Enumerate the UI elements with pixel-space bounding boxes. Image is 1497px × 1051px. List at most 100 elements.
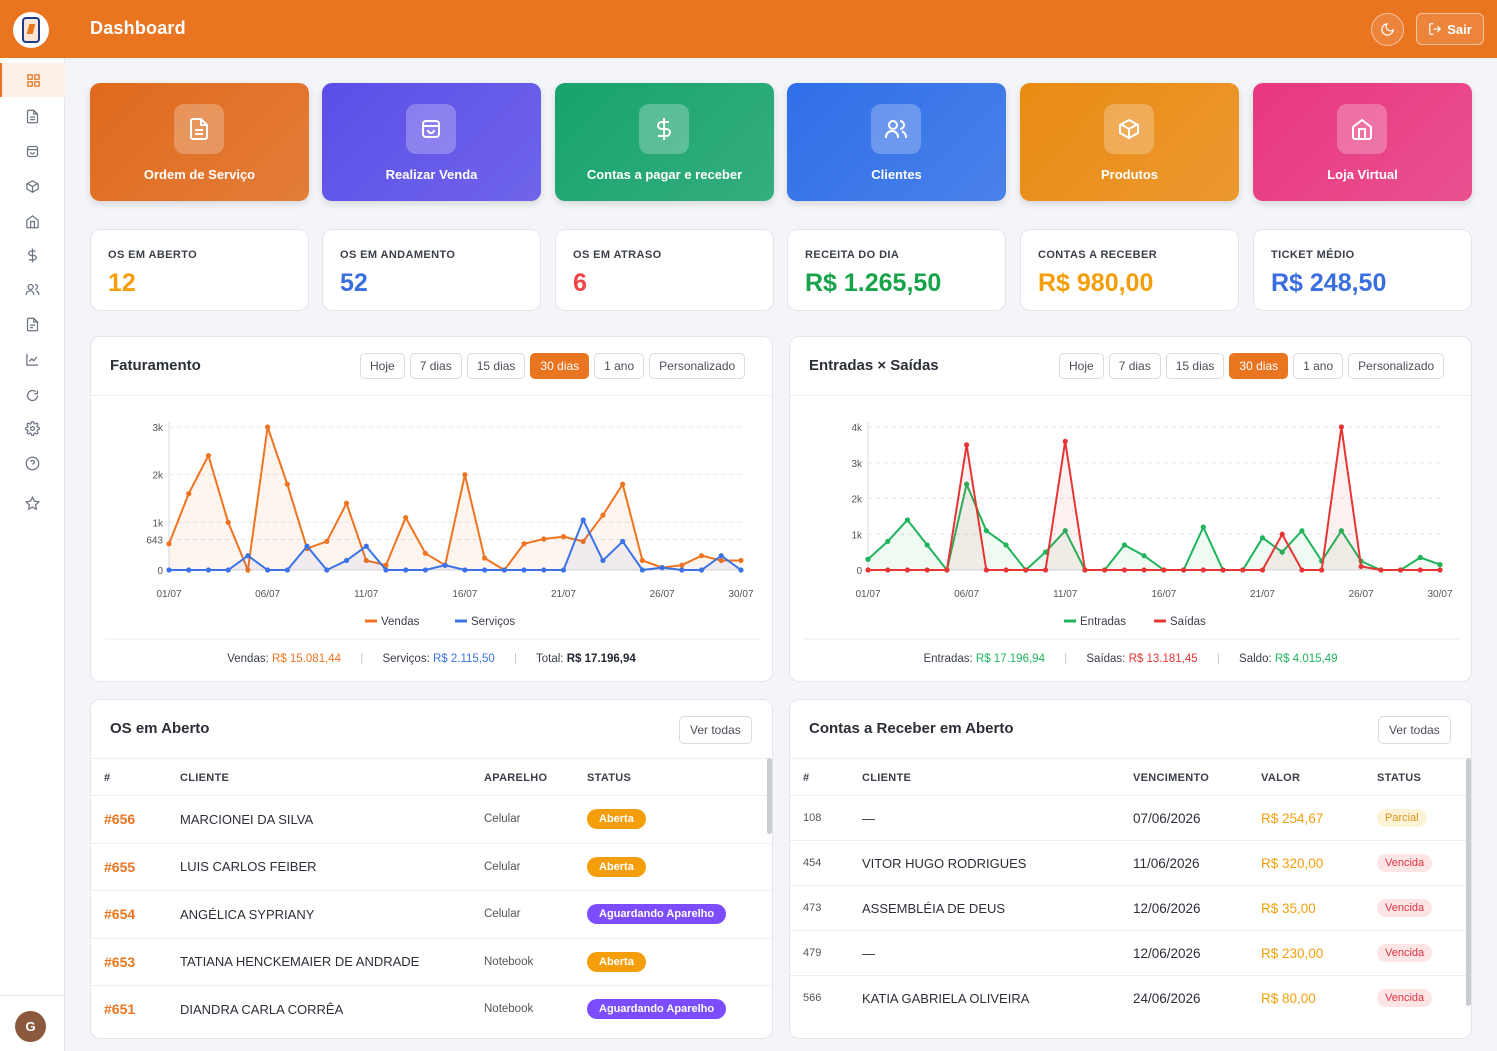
table-row[interactable]: #653 TATIANA HENCKEMAIER DE ANDRADE Notebo… [91, 937, 772, 986]
data-point[interactable] [1102, 567, 1108, 573]
data-point[interactable] [205, 567, 212, 573]
data-point[interactable] [403, 567, 409, 573]
table-row[interactable]: 566 KATIA GABRIELA OLIVEIRA 24/06/2026 R$ 8… [790, 975, 1471, 1020]
data-point[interactable] [205, 453, 212, 459]
data-point[interactable] [166, 567, 172, 573]
data-point[interactable] [639, 557, 645, 564]
data-point[interactable] [541, 567, 547, 573]
filter-personalizado[interactable]: Personalizado [649, 353, 746, 379]
data-point[interactable] [560, 567, 567, 573]
data-point[interactable] [501, 567, 507, 573]
data-point[interactable] [1417, 567, 1423, 573]
table-row[interactable]: #656 MARCIONEI DA SILVA Celular Aberta [91, 795, 772, 843]
filter-15-dias[interactable]: 15 dias [466, 353, 526, 379]
data-point[interactable] [284, 481, 290, 487]
os-id[interactable]: #654 [104, 906, 136, 923]
tile-realizar-venda[interactable]: Realizar Venda [322, 83, 541, 201]
data-point[interactable] [225, 519, 231, 525]
data-point[interactable] [1062, 528, 1068, 534]
data-point[interactable] [639, 567, 645, 573]
filter-personalizado[interactable]: Personalizado [1348, 353, 1445, 379]
data-point[interactable] [1200, 524, 1206, 530]
data-point[interactable] [738, 567, 744, 573]
data-point[interactable] [481, 567, 488, 573]
data-point[interactable] [166, 541, 172, 547]
data-point[interactable] [1003, 542, 1009, 548]
data-point[interactable] [363, 543, 369, 549]
data-point[interactable] [1397, 567, 1404, 573]
data-point[interactable] [885, 538, 891, 544]
filter-1-ano[interactable]: 1 ano [594, 353, 645, 379]
sidebar-item-finance[interactable] [0, 238, 65, 272]
data-point[interactable] [343, 500, 350, 506]
logout-button[interactable]: Sair [1416, 13, 1484, 45]
data-point[interactable] [964, 442, 970, 448]
data-point[interactable] [1121, 542, 1128, 548]
os-id[interactable]: #651 [104, 1001, 136, 1018]
data-point[interactable] [521, 541, 527, 547]
table-row[interactable]: #655 LUIS CARLOS FEIBER Celular Aberta [91, 842, 772, 891]
tile-produtos[interactable]: Produtos [1020, 83, 1239, 201]
theme-toggle-button[interactable] [1371, 13, 1404, 46]
table-row[interactable]: 473 ASSEMBLÉIA DE DEUS 12/06/2026 R$ 35,00 V… [790, 885, 1471, 930]
data-point[interactable] [363, 557, 369, 564]
os-id[interactable]: #656 [104, 811, 136, 828]
data-point[interactable] [462, 472, 468, 478]
data-point[interactable] [718, 553, 724, 559]
data-point[interactable] [1259, 535, 1266, 541]
data-point[interactable] [481, 555, 488, 561]
data-point[interactable] [284, 567, 290, 573]
data-point[interactable] [186, 567, 192, 573]
data-point[interactable] [265, 424, 271, 430]
data-point[interactable] [600, 557, 606, 564]
table-row[interactable]: 479 — 12/06/2026 R$ 230,00 Vencida [790, 930, 1471, 975]
data-point[interactable] [324, 538, 330, 544]
data-point[interactable] [1141, 553, 1147, 559]
data-point[interactable] [924, 567, 930, 573]
filter-hoje[interactable]: Hoje [360, 353, 405, 379]
tile-clientes[interactable]: Clientes [787, 83, 1006, 201]
data-point[interactable] [541, 536, 547, 542]
data-point[interactable] [324, 567, 330, 573]
table-row[interactable]: 108 — 07/06/2026 R$ 254,67 Parcial [790, 795, 1471, 840]
data-point[interactable] [383, 562, 389, 568]
data-point[interactable] [1279, 549, 1285, 555]
data-point[interactable] [1299, 567, 1305, 573]
data-point[interactable] [1259, 567, 1266, 573]
data-point[interactable] [865, 556, 871, 562]
filter-7-dias[interactable]: 7 dias [409, 353, 462, 379]
sidebar-item-dashboard[interactable] [0, 63, 65, 97]
data-point[interactable] [1338, 528, 1344, 534]
data-point[interactable] [186, 491, 192, 497]
data-point[interactable] [1042, 567, 1049, 573]
data-point[interactable] [1003, 567, 1009, 573]
data-point[interactable] [343, 557, 350, 564]
data-point[interactable] [1338, 424, 1344, 430]
os-id[interactable]: #655 [104, 858, 136, 875]
data-point[interactable] [904, 517, 911, 523]
filter-30-dias[interactable]: 30 dias [530, 353, 590, 379]
filter-1-ano[interactable]: 1 ano [1293, 353, 1344, 379]
data-point[interactable] [1082, 567, 1088, 573]
avatar[interactable]: G [15, 1011, 46, 1042]
data-point[interactable] [1437, 562, 1443, 568]
scrollbar[interactable] [1466, 758, 1471, 1006]
data-point[interactable] [265, 567, 271, 573]
data-point[interactable] [1200, 567, 1206, 573]
data-point[interactable] [718, 557, 724, 564]
data-point[interactable] [1240, 567, 1246, 573]
data-point[interactable] [600, 512, 606, 518]
sidebar-item-sales[interactable] [0, 134, 65, 168]
scrollbar[interactable] [767, 758, 772, 834]
data-point[interactable] [245, 553, 251, 559]
data-point[interactable] [620, 538, 626, 544]
data-point[interactable] [1299, 528, 1305, 534]
data-point[interactable] [1023, 567, 1029, 573]
data-point[interactable] [580, 538, 586, 544]
data-point[interactable] [865, 567, 871, 573]
tile-ordem-servico[interactable]: Ordem de Serviço [90, 83, 309, 201]
view-all-button[interactable]: Ver todas [1378, 716, 1451, 744]
sidebar-item-store[interactable] [0, 204, 65, 238]
data-point[interactable] [983, 528, 989, 534]
data-point[interactable] [1220, 567, 1226, 573]
